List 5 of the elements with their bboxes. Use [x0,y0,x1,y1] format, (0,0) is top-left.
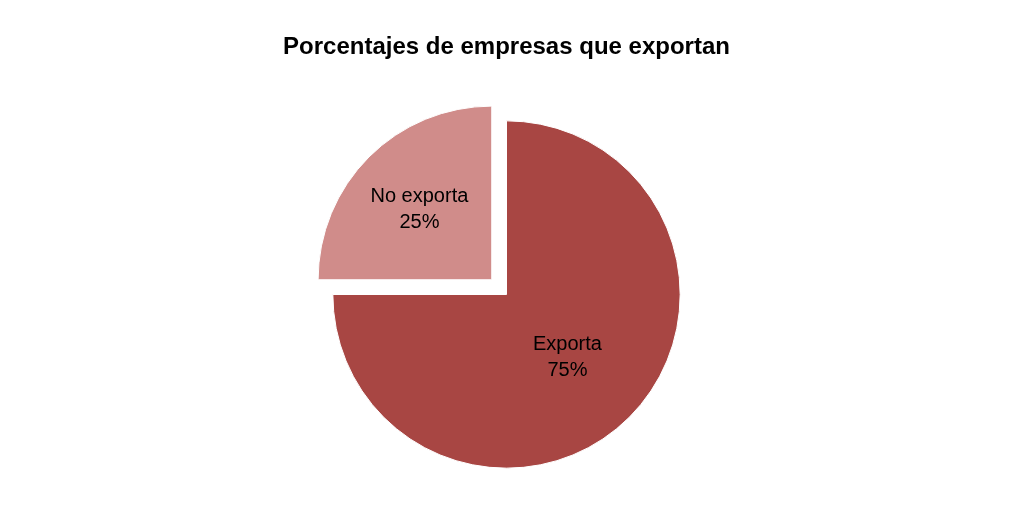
slice-label: No exporta [370,183,470,206]
chart-title: Porcentajes de empresas que exportan [283,31,730,59]
slice-label: Exporta [533,331,603,354]
data-label: 25% [399,209,440,232]
data-label: 75% [547,357,588,380]
